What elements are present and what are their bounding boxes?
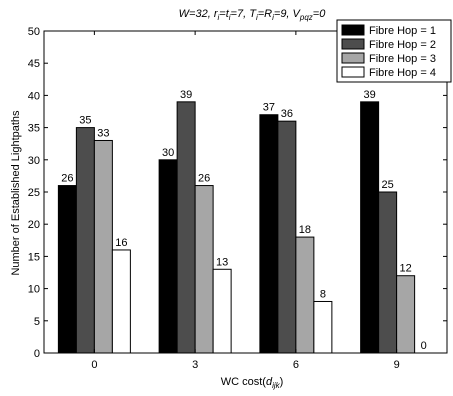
y-tick-label: 15 [28,251,40,263]
y-tick-label: 45 [28,58,40,70]
y-tick-label: 40 [28,90,40,102]
legend: Fibre Hop = 1 Fibre Hop = 2 Fibre Hop = 3 F… [336,19,452,83]
x-tick-label: 6 [293,359,299,371]
y-axis-label: Number of Established Lightpaths [10,110,22,276]
y-tick-label: 20 [28,219,40,231]
y-tick-label: 50 [28,26,40,38]
x-tick-label: 0 [91,359,97,371]
y-tick-label: 25 [28,187,40,199]
data-label: 25 [382,179,394,191]
bar [212,268,232,354]
bar [57,185,77,354]
data-label: 26 [61,173,73,185]
legend-label: Fibre Hop = 2 [369,39,436,51]
legend-label: Fibre Hop = 4 [369,67,436,79]
bar [313,300,333,354]
legend-swatch [341,52,365,64]
data-label: 12 [400,263,412,275]
data-label: 18 [299,224,311,236]
x-tick-label: 9 [394,359,400,371]
y-tick-label: 5 [34,316,40,328]
data-label: 36 [281,108,293,120]
bar [93,139,113,354]
bar [176,101,196,354]
data-label: 37 [263,102,275,114]
data-label: 8 [320,288,326,300]
y-tick-label: 10 [28,284,40,296]
legend-swatch [341,66,365,78]
data-label: 30 [162,147,174,159]
bar [158,159,178,354]
bar [378,191,398,354]
bar [396,275,416,354]
legend-swatch [341,24,365,36]
bar [295,236,315,354]
data-label: 35 [79,115,91,127]
legend-swatch [341,38,365,50]
data-label: 16 [115,237,127,249]
y-tick-label: 30 [28,155,40,167]
bar [194,185,214,354]
y-tick-label: 35 [28,123,40,135]
bar [111,249,131,354]
data-label: 39 [180,89,192,101]
bar [75,127,95,354]
legend-label: Fibre Hop = 1 [369,25,436,37]
bar [259,114,279,354]
data-label: 0 [421,340,427,352]
legend-label: Fibre Hop = 3 [369,53,436,65]
data-label: 26 [198,173,210,185]
x-axis-label: WC cost(dijk) [221,376,284,390]
plot-area: 0 5 10 15 20 25 30 35 40 45 50 26 35 33 16 0 30 39 26 13 3 37… [28,26,448,371]
y-tick-label: 0 [34,348,40,360]
bar [360,101,380,354]
chart-title: W=32, ri=ti=7, Ti=Ri=9, Vpqz=0 [179,8,327,22]
data-label: 13 [216,256,228,268]
x-tick-label: 3 [192,359,198,371]
data-label: 33 [97,127,109,139]
bar [277,120,297,354]
data-label: 39 [364,89,376,101]
